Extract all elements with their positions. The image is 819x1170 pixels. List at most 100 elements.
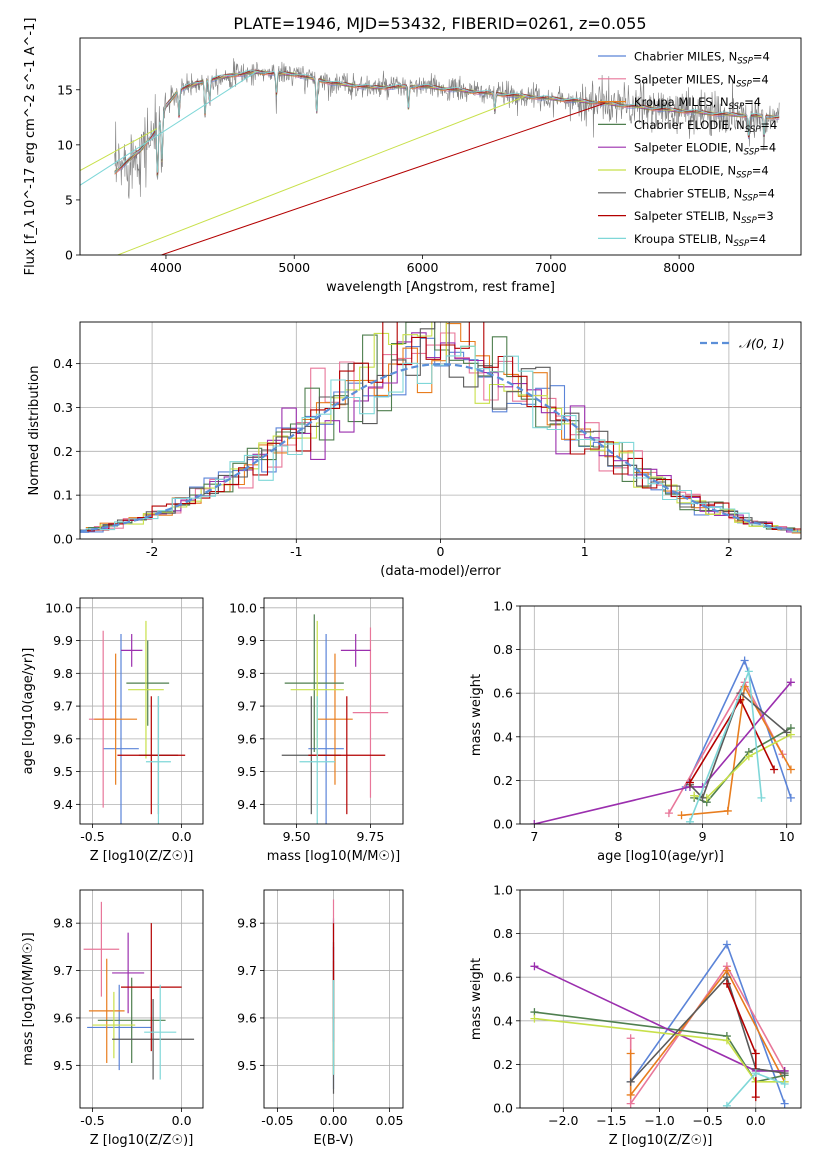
- weight-series-line: [689, 691, 788, 800]
- y-tick-label: 9.9: [237, 633, 257, 648]
- axes-frame: [519, 889, 802, 1109]
- legend-entry: Chabrier MILES, NSSP=4: [634, 50, 770, 67]
- y-tick-label: 9.5: [237, 1058, 257, 1073]
- y-axis-label: Flux [f_λ 10^-17 erg cm^-2 s^-1 A^-1]: [23, 18, 38, 276]
- x-axis-label: E(B-V): [313, 1133, 353, 1148]
- x-tick-label: 10: [779, 829, 795, 844]
- axes: 4000 5000 6000 7000 8000 0 5 10 15 wavelength [An…: [23, 18, 802, 295]
- y-tick-label: 0.4: [53, 356, 73, 371]
- axes: -2 -1 0 1 2 0.0 0.1 0.2 0.3 0.4 (data-model)/error…: [27, 321, 802, 579]
- y-tick-label: 9.8: [53, 666, 73, 681]
- weight-marker: [685, 778, 694, 787]
- y-tick-label: 9.7: [237, 963, 257, 978]
- weight-marker: [722, 1101, 731, 1108]
- y-axis-label: mass weight: [469, 958, 484, 1040]
- panel-spectrum: 4000 5000 6000 7000 8000 0 5 10 15 wavelength [An…: [23, 18, 802, 295]
- y-tick-label: 1.0: [493, 599, 513, 614]
- weight-marker: [626, 1099, 635, 1108]
- y-tick-label: 0.8: [493, 642, 513, 657]
- error-bar-point: [83, 901, 120, 997]
- weight-marker: [740, 656, 749, 665]
- weight-marker: [685, 817, 694, 824]
- weight-marker: [626, 1077, 635, 1086]
- y-axis-label: age [log10(age/yr)]: [21, 648, 36, 775]
- y-tick-label: 9.5: [53, 1058, 73, 1073]
- legend-entry: Kroupa STELIB, NSSP=4: [634, 232, 766, 249]
- x-tick-label: 0.00: [320, 1113, 348, 1128]
- x-tick-label: 4000: [150, 260, 182, 275]
- axes: -0.5 0.0 9.5 9.6 9.7 9.8 Z [log10(Z/Z☉)] mass […: [21, 889, 204, 1148]
- error-bar-point: [88, 958, 125, 1063]
- error-bar-point: [308, 696, 386, 815]
- plot-area: [530, 940, 789, 1108]
- x-tick-label: 9.75: [357, 829, 385, 844]
- y-tick-label: 0.2: [53, 444, 73, 459]
- y-tick-label: 10: [57, 137, 73, 152]
- y-tick-label: 9.4: [237, 797, 257, 812]
- weight-series-line: [630, 975, 785, 1083]
- weight-marker: [626, 1090, 635, 1099]
- x-tick-label: 5000: [278, 260, 310, 275]
- y-tick-label: 5: [65, 192, 73, 207]
- histogram-series: [80, 337, 796, 533]
- y-tick-label: 9.5: [53, 764, 73, 779]
- residual-legend: 𝒩(0, 1): [700, 336, 785, 351]
- weight-series-line: [629, 969, 786, 1098]
- y-axis-label: mass weight: [469, 674, 484, 756]
- y-tick-label: 9.7: [237, 699, 257, 714]
- histogram-series: [80, 322, 796, 531]
- y-tick-label: 0: [65, 248, 73, 263]
- error-bar-point: [144, 984, 177, 1080]
- x-axis-label: age [log10(age/yr)]: [597, 849, 724, 864]
- error-bar-point: [352, 627, 389, 798]
- panel-ebv: -0.05 0.00 0.05 9.5 9.6 9.7 9.8 E(B-V): [237, 889, 404, 1148]
- y-tick-label: 0.0: [53, 532, 73, 547]
- error-bar-point: [128, 620, 164, 759]
- axes: −2.0 −1.5 −1.0 −0.5 0.0 0.0 0.2 0.4 0.6 0.8 1.0 Z […: [469, 883, 802, 1148]
- x-tick-label: −1.0: [644, 1113, 674, 1128]
- spectrum-legend: Chabrier MILES, NSSP=4 Salpeter MILES, NS…: [598, 50, 777, 249]
- y-tick-label: 0.0: [493, 817, 513, 832]
- plot-area: [281, 614, 389, 824]
- weight-marker: [786, 730, 795, 739]
- x-tick-label: 8000: [663, 260, 695, 275]
- y-tick-label: 9.4: [53, 797, 73, 812]
- y-tick-label: 0.8: [493, 926, 513, 941]
- plot-area: [530, 656, 795, 824]
- error-bar-point: [340, 634, 371, 667]
- weight-marker: [677, 811, 686, 820]
- axes-frame: [263, 889, 404, 1109]
- x-tick-label: −2.0: [548, 1113, 578, 1128]
- x-tick-label: 8: [614, 829, 622, 844]
- x-tick-label: 6000: [407, 260, 439, 275]
- x-axis-label: mass [log10(M/M☉)]: [267, 849, 400, 864]
- y-tick-label: 9.8: [237, 916, 257, 931]
- weight-marker: [770, 765, 779, 774]
- weight-series-line: [681, 684, 792, 817]
- plot-area: [80, 58, 780, 255]
- legend-entry: Salpeter ELODIE, NSSP=4: [634, 141, 776, 158]
- y-tick-label: 10.0: [45, 600, 73, 615]
- weight-marker: [530, 1014, 539, 1023]
- error-bar-point: [117, 696, 186, 815]
- x-tick-label: 0.0: [172, 829, 192, 844]
- weight-marker: [751, 1093, 760, 1102]
- panel-weight-vs-Z: −2.0 −1.5 −1.0 −0.5 0.0 0.0 0.2 0.4 0.6 0.8 1.0 Z […: [469, 883, 802, 1148]
- y-tick-label: 9.6: [53, 731, 73, 746]
- x-tick-label: -2: [146, 544, 158, 559]
- weight-marker: [664, 809, 673, 818]
- x-tick-label: 0.0: [172, 1113, 192, 1128]
- legend-entry: Kroupa MILES, NSSP=4: [634, 95, 761, 112]
- axes-frame: [263, 597, 404, 825]
- plot-area: [83, 901, 195, 1080]
- y-tick-label: 0.2: [493, 773, 513, 788]
- spectrum-model-line: [114, 70, 780, 178]
- axes: -0.5 0.0 9.4 9.5 9.6 9.7 9.8 9.9 10.0 Z [log10(Z/…: [21, 597, 204, 864]
- x-axis-label: wavelength [Angstrom, rest frame]: [326, 280, 555, 295]
- axes-frame: [79, 597, 204, 825]
- y-tick-label: 9.7: [53, 963, 73, 978]
- axes: 7 8 9 10 0.0 0.2 0.4 0.6 0.8 1.0 age [log10(age/yr…: [469, 599, 802, 864]
- axes-frame: [79, 37, 802, 256]
- x-tick-label: 9.50: [283, 829, 311, 844]
- x-tick-label: −1.5: [596, 1113, 626, 1128]
